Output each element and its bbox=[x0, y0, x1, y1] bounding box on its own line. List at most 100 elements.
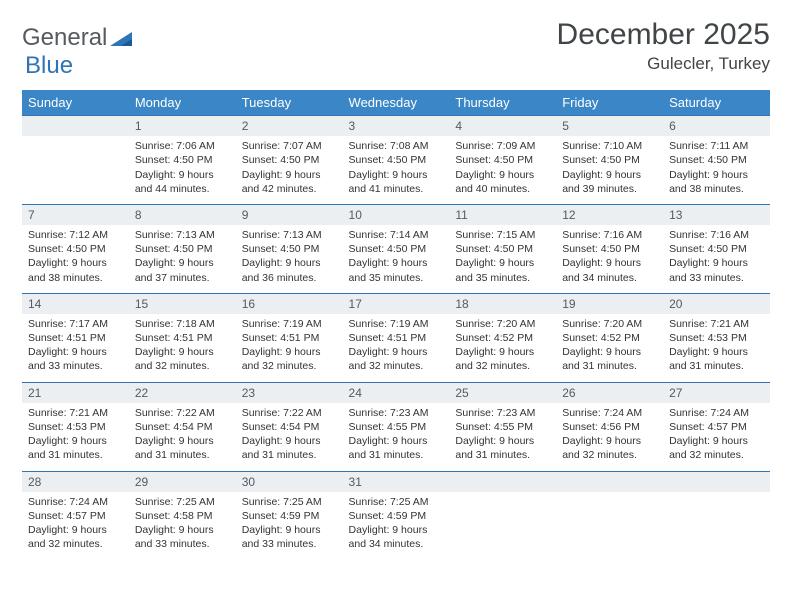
day-number: 7 bbox=[22, 204, 129, 225]
sunrise-line: Sunrise: 7:21 AM bbox=[669, 317, 764, 331]
sunset-line: Sunset: 4:50 PM bbox=[242, 242, 337, 256]
day-details: Sunrise: 7:09 AMSunset: 4:50 PMDaylight:… bbox=[455, 139, 550, 196]
day-number: 26 bbox=[556, 382, 663, 403]
daylight-line: Daylight: 9 hours and 40 minutes. bbox=[455, 168, 550, 196]
day-number: 12 bbox=[556, 204, 663, 225]
sunset-line: Sunset: 4:50 PM bbox=[135, 153, 230, 167]
daylight-line: Daylight: 9 hours and 38 minutes. bbox=[28, 256, 123, 284]
day-cell: 22 Sunrise: 7:22 AMSunset: 4:54 PMDayligh… bbox=[129, 382, 236, 471]
sunset-line: Sunset: 4:50 PM bbox=[669, 242, 764, 256]
day-cell: 6Sunrise: 7:11 AMSunset: 4:50 PMDaylight… bbox=[663, 115, 770, 204]
brand-logo: General bbox=[22, 18, 135, 52]
sunset-line: Sunset: 4:53 PM bbox=[669, 331, 764, 345]
day-details: Sunrise: 7:23 AMSunset: 4:55 PMDaylight:… bbox=[455, 406, 550, 463]
day-cell: 4 Sunrise: 7:09 AMSunset: 4:50 PMDaylight… bbox=[449, 115, 556, 204]
sunset-line: Sunset: 4:51 PM bbox=[135, 331, 230, 345]
day-cell: 23Sunrise: 7:22 AMSunset: 4:54 PMDayligh… bbox=[236, 382, 343, 471]
sunset-line: Sunset: 4:55 PM bbox=[455, 420, 550, 434]
day-details: Sunrise: 7:12 AMSunset: 4:50 PMDaylight:… bbox=[28, 228, 123, 285]
sunset-line: Sunset: 4:50 PM bbox=[349, 153, 444, 167]
day-number: 10 bbox=[343, 204, 450, 225]
dow-tuesday: Tuesday bbox=[236, 90, 343, 115]
sunrise-line: Sunrise: 7:09 AM bbox=[455, 139, 550, 153]
day-number: 18 bbox=[449, 293, 556, 314]
sunrise-line: Sunrise: 7:13 AM bbox=[135, 228, 230, 242]
sunset-line: Sunset: 4:54 PM bbox=[135, 420, 230, 434]
sunset-line: Sunset: 4:53 PM bbox=[28, 420, 123, 434]
daylight-line: Daylight: 9 hours and 35 minutes. bbox=[455, 256, 550, 284]
day-cell: 10Sunrise: 7:14 AMSunset: 4:50 PMDayligh… bbox=[343, 204, 450, 293]
calendar-body: 1Sunrise: 7:06 AMSunset: 4:50 PMDaylight… bbox=[22, 115, 770, 559]
daylight-line: Daylight: 9 hours and 31 minutes. bbox=[455, 434, 550, 462]
day-number: 14 bbox=[22, 293, 129, 314]
day-details: Sunrise: 7:25 AMSunset: 4:58 PMDaylight:… bbox=[135, 495, 230, 552]
day-number: 22 bbox=[129, 382, 236, 403]
daylight-line: Daylight: 9 hours and 33 minutes. bbox=[28, 345, 123, 373]
day-details: Sunrise: 7:13 AMSunset: 4:50 PMDaylight:… bbox=[242, 228, 337, 285]
day-details: Sunrise: 7:20 AMSunset: 4:52 PMDaylight:… bbox=[455, 317, 550, 374]
day-number: 4 bbox=[449, 115, 556, 136]
day-details: Sunrise: 7:08 AMSunset: 4:50 PMDaylight:… bbox=[349, 139, 444, 196]
sunrise-line: Sunrise: 7:19 AM bbox=[349, 317, 444, 331]
sunrise-line: Sunrise: 7:15 AM bbox=[455, 228, 550, 242]
daylight-line: Daylight: 9 hours and 31 minutes. bbox=[349, 434, 444, 462]
daylight-line: Daylight: 9 hours and 32 minutes. bbox=[242, 345, 337, 373]
sunrise-line: Sunrise: 7:08 AM bbox=[349, 139, 444, 153]
brand-triangle-icon bbox=[110, 30, 132, 46]
day-cell: 9Sunrise: 7:13 AMSunset: 4:50 PMDaylight… bbox=[236, 204, 343, 293]
weekday-header-row: Sunday Monday Tuesday Wednesday Thursday… bbox=[22, 90, 770, 115]
daylight-line: Daylight: 9 hours and 31 minutes. bbox=[562, 345, 657, 373]
daylight-line: Daylight: 9 hours and 41 minutes. bbox=[349, 168, 444, 196]
daylight-line: Daylight: 9 hours and 33 minutes. bbox=[242, 523, 337, 551]
daylight-line: Daylight: 9 hours and 39 minutes. bbox=[562, 168, 657, 196]
sunrise-line: Sunrise: 7:24 AM bbox=[562, 406, 657, 420]
week-row: 28Sunrise: 7:24 AMSunset: 4:57 PMDayligh… bbox=[22, 471, 770, 560]
daylight-line: Daylight: 9 hours and 32 minutes. bbox=[135, 345, 230, 373]
day-cell: 12Sunrise: 7:16 AMSunset: 4:50 PMDayligh… bbox=[556, 204, 663, 293]
sunset-line: Sunset: 4:50 PM bbox=[349, 242, 444, 256]
sunset-line: Sunset: 4:51 PM bbox=[242, 331, 337, 345]
day-cell: 1Sunrise: 7:06 AMSunset: 4:50 PMDaylight… bbox=[129, 115, 236, 204]
day-cell: 5Sunrise: 7:10 AMSunset: 4:50 PMDaylight… bbox=[556, 115, 663, 204]
daylight-line: Daylight: 9 hours and 32 minutes. bbox=[562, 434, 657, 462]
week-row: 21Sunrise: 7:21 AMSunset: 4:53 PMDayligh… bbox=[22, 382, 770, 471]
sunrise-line: Sunrise: 7:06 AM bbox=[135, 139, 230, 153]
day-details: Sunrise: 7:11 AMSunset: 4:50 PMDaylight:… bbox=[669, 139, 764, 196]
sunset-line: Sunset: 4:51 PM bbox=[28, 331, 123, 345]
day-number: 15 bbox=[129, 293, 236, 314]
daylight-line: Daylight: 9 hours and 34 minutes. bbox=[562, 256, 657, 284]
sunrise-line: Sunrise: 7:24 AM bbox=[669, 406, 764, 420]
sunset-line: Sunset: 4:50 PM bbox=[28, 242, 123, 256]
day-number: 16 bbox=[236, 293, 343, 314]
day-number: 21 bbox=[22, 382, 129, 403]
title-block: December 2025 Gulecler, Turkey bbox=[557, 18, 770, 74]
sunset-line: Sunset: 4:52 PM bbox=[455, 331, 550, 345]
daylight-line: Daylight: 9 hours and 33 minutes. bbox=[135, 523, 230, 551]
day-cell: 11Sunrise: 7:15 AMSunset: 4:50 PMDayligh… bbox=[449, 204, 556, 293]
daylight-line: Daylight: 9 hours and 32 minutes. bbox=[669, 434, 764, 462]
sunset-line: Sunset: 4:50 PM bbox=[562, 242, 657, 256]
day-details: Sunrise: 7:22 AMSunset: 4:54 PMDaylight:… bbox=[135, 406, 230, 463]
day-cell: 16Sunrise: 7:19 AMSunset: 4:51 PMDayligh… bbox=[236, 293, 343, 382]
day-details: Sunrise: 7:25 AMSunset: 4:59 PMDaylight:… bbox=[349, 495, 444, 552]
sunrise-line: Sunrise: 7:24 AM bbox=[28, 495, 123, 509]
week-row: 1Sunrise: 7:06 AMSunset: 4:50 PMDaylight… bbox=[22, 115, 770, 204]
sunrise-line: Sunrise: 7:22 AM bbox=[135, 406, 230, 420]
daylight-line: Daylight: 9 hours and 42 minutes. bbox=[242, 168, 337, 196]
day-number: 31 bbox=[343, 471, 450, 492]
day-cell: 31 Sunrise: 7:25 AMSunset: 4:59 PMDayligh… bbox=[343, 471, 450, 560]
sunrise-line: Sunrise: 7:20 AM bbox=[455, 317, 550, 331]
sunset-line: Sunset: 4:50 PM bbox=[669, 153, 764, 167]
day-number: 19 bbox=[556, 293, 663, 314]
day-number: 28 bbox=[22, 471, 129, 492]
sunrise-line: Sunrise: 7:16 AM bbox=[669, 228, 764, 242]
day-cell: 18 Sunrise: 7:20 AMSunset: 4:52 PMDayligh… bbox=[449, 293, 556, 382]
daylight-line: Daylight: 9 hours and 32 minutes. bbox=[455, 345, 550, 373]
week-row: 7 Sunrise: 7:12 AMSunset: 4:50 PMDaylight… bbox=[22, 204, 770, 293]
sunset-line: Sunset: 4:52 PM bbox=[562, 331, 657, 345]
day-cell: 7 Sunrise: 7:12 AMSunset: 4:50 PMDaylight… bbox=[22, 204, 129, 293]
sunset-line: Sunset: 4:51 PM bbox=[349, 331, 444, 345]
day-cell: 28Sunrise: 7:24 AMSunset: 4:57 PMDayligh… bbox=[22, 471, 129, 560]
day-number: 23 bbox=[236, 382, 343, 403]
dow-sunday: Sunday bbox=[22, 90, 129, 115]
